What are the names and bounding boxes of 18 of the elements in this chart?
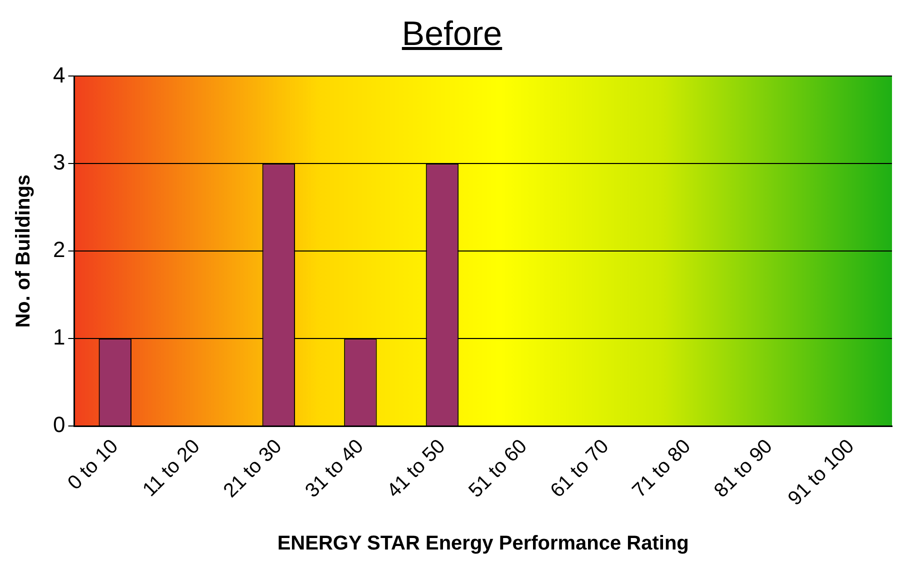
y-tick-label: 3 bbox=[52, 150, 66, 175]
x-tick-label: 91 to 100 bbox=[784, 435, 859, 510]
x-tick-label: 11 to 20 bbox=[138, 435, 204, 502]
y-tick-label: 2 bbox=[52, 237, 66, 262]
y-tick-label: 4 bbox=[52, 62, 66, 88]
x-tick-label: 41 to 50 bbox=[382, 435, 450, 502]
x-axis-title: ENERGY STAR Energy Performance Rating bbox=[277, 532, 689, 555]
y-tick-label: 0 bbox=[52, 412, 66, 438]
x-tick-label: 31 to 40 bbox=[301, 435, 368, 502]
x-tick-label: 21 to 30 bbox=[219, 435, 286, 502]
y-tick-label: 1 bbox=[52, 324, 66, 350]
x-tick-label: 61 to 70 bbox=[546, 435, 614, 502]
x-tick-label: 51 to 60 bbox=[464, 435, 532, 502]
chart-title: Before bbox=[400, 14, 504, 55]
y-axis-title: No. of Buildings bbox=[12, 174, 35, 328]
x-tick-label: 71 to 80 bbox=[628, 435, 695, 502]
x-tick-label: 81 to 90 bbox=[710, 435, 777, 502]
x-tick-label: 0 to 10 bbox=[64, 435, 123, 494]
